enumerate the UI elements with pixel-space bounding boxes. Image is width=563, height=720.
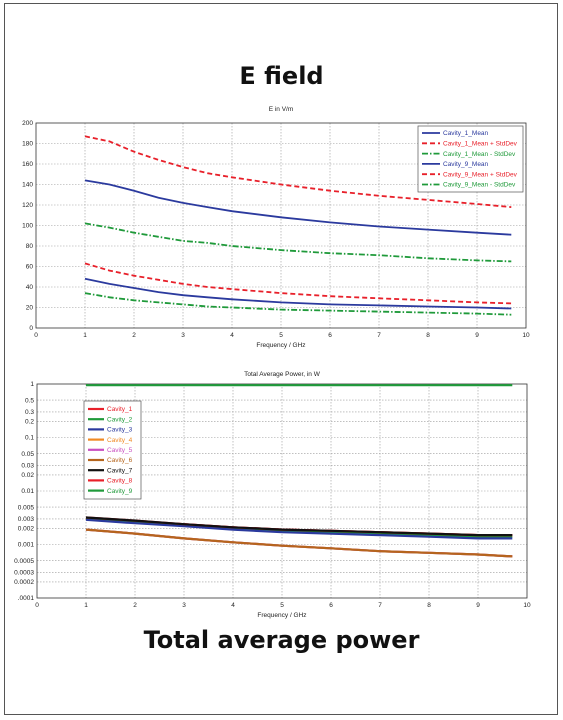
plot-area: [35, 122, 527, 329]
y-tick-label: 0.01: [21, 488, 34, 495]
legend-label: Cavity_6: [107, 457, 133, 464]
series-line: [84, 135, 512, 208]
x-tick-label: 10: [523, 602, 531, 609]
x-tick-label: 1: [84, 602, 88, 609]
x-tick-label: 0: [34, 332, 38, 339]
y-tick-label: 0.0005: [14, 558, 34, 565]
x-tick-label: 5: [279, 332, 283, 339]
legend-label: Cavity_4: [107, 437, 133, 444]
x-tick-label: 0: [35, 602, 39, 609]
x-tick-label: 9: [475, 332, 479, 339]
y-tick-label: 40: [26, 284, 34, 291]
legend-label: Cavity_2: [107, 416, 133, 423]
y-tick-label: 20: [26, 305, 34, 312]
e-field-title: E field: [239, 62, 324, 90]
x-axis-label: Frequency / GHz: [257, 612, 306, 619]
legend-label: Cavity_1_Mean - StdDev: [443, 151, 516, 158]
x-tick-label: 7: [377, 332, 381, 339]
x-tick-label: 3: [181, 332, 185, 339]
page-frame: [4, 3, 558, 715]
x-tick-label: 8: [427, 602, 431, 609]
y-tick-label: 0.03: [21, 463, 34, 470]
x-tick-label: 3: [182, 602, 186, 609]
x-axis-label: Frequency / GHz: [256, 342, 305, 349]
legend-label: Cavity_8: [107, 478, 133, 485]
series-line: [84, 262, 512, 305]
series-line: [84, 222, 512, 263]
x-tick-label: 9: [476, 602, 480, 609]
legend-label: Cavity_1_Mean: [443, 130, 489, 137]
y-tick-label: 0.0003: [14, 570, 34, 577]
y-tick-label: 0.1: [25, 435, 34, 442]
y-tick-label: 180: [22, 141, 33, 148]
y-tick-label: 0.0002: [14, 579, 34, 586]
y-tick-label: 80: [26, 243, 34, 250]
y-tick-label: .0001: [18, 595, 35, 602]
e-field-chart: E in V/m 0 20 40 60 80 100 120 140 160 180 200 0 1 2 3 4…: [22, 106, 530, 349]
chart-title: E in V/m: [269, 106, 294, 113]
series-line: [84, 277, 512, 310]
x-tick-label: 4: [230, 332, 234, 339]
x-tick-label: 6: [328, 332, 332, 339]
y-tick-label: 60: [26, 264, 34, 271]
y-tick-label: 0.003: [18, 516, 35, 523]
legend-label: Cavity_3: [107, 427, 133, 434]
legend-label: Cavity_9: [107, 488, 133, 495]
legend-label: Cavity_5: [107, 447, 133, 454]
x-tick-label: 10: [522, 332, 530, 339]
plot-area: [36, 383, 528, 599]
series-line: [85, 518, 513, 540]
series-line: [84, 292, 512, 316]
y-tick-label: 200: [22, 120, 33, 127]
x-tick-label: 8: [426, 332, 430, 339]
legend-label: Cavity_1: [107, 406, 133, 413]
x-tick-label: 4: [231, 602, 235, 609]
y-tick-label: 0.5: [25, 397, 34, 404]
legend-label: Cavity_7: [107, 467, 133, 474]
x-tick-label: 2: [133, 602, 137, 609]
series-line: [85, 516, 513, 537]
x-tick-label: 1: [83, 332, 87, 339]
series-line: [84, 179, 512, 236]
y-tick-label: 100: [22, 223, 33, 230]
y-tick-label: 120: [22, 202, 33, 209]
y-tick-label: 0: [29, 325, 33, 332]
chart-title: Total Average Power, in W: [244, 371, 321, 378]
y-tick-label: 0.3: [25, 409, 34, 416]
y-tick-label: 0.2: [25, 419, 34, 426]
y-tick-label: 0.005: [18, 504, 35, 511]
legend-label: Cavity_9_Mean: [443, 161, 489, 168]
y-tick-label: 0.02: [21, 472, 34, 479]
x-tick-label: 7: [378, 602, 382, 609]
legend-box: [417, 125, 524, 193]
y-tick-label: 160: [22, 161, 33, 168]
y-tick-label: 0.002: [18, 526, 35, 533]
x-tick-label: 6: [329, 602, 333, 609]
legend-label: Cavity_9_Mean + StdDev: [443, 171, 518, 178]
legend-label: Cavity_9_Mean - StdDev: [443, 182, 516, 189]
y-tick-label: 140: [22, 182, 33, 189]
y-tick-label: 1: [30, 381, 34, 388]
x-tick-label: 2: [132, 332, 136, 339]
series-line: [85, 528, 513, 558]
legend-label: Cavity_1_Mean + StdDev: [443, 141, 518, 148]
y-tick-label: 0.05: [21, 451, 34, 458]
y-tick-label: 0.001: [18, 542, 35, 549]
x-tick-label: 5: [280, 602, 284, 609]
total-average-power-title: Total average power: [143, 626, 420, 654]
